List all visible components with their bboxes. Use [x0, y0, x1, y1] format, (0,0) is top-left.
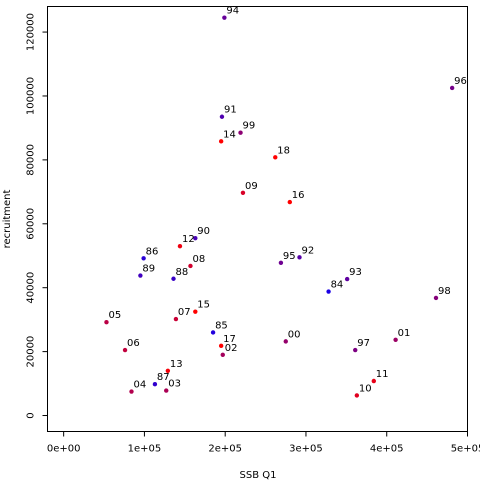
- point-label: 89: [142, 264, 155, 275]
- data-point: [344, 276, 350, 282]
- point-label: 05: [108, 310, 121, 321]
- data-point: [164, 388, 169, 393]
- data-point: [210, 330, 216, 335]
- y-axis: 0 20000 40000 60000 80000 100000 120000: [26, 13, 48, 419]
- data-point: [371, 378, 377, 384]
- y-tick-label: 80000: [26, 144, 37, 176]
- data-point: [193, 235, 198, 241]
- point-label: 08: [192, 254, 205, 265]
- data-point: [138, 273, 143, 278]
- point-label: 17: [223, 334, 236, 345]
- data-point: [278, 260, 284, 265]
- point-label: 95: [283, 251, 296, 262]
- data-point: [218, 139, 224, 144]
- data-point: [141, 256, 146, 261]
- y-tick-label: 100000: [26, 77, 37, 115]
- data-point: [273, 155, 278, 160]
- data-point: [220, 352, 225, 358]
- data-point: [188, 263, 193, 269]
- y-tick-label: 0: [26, 412, 37, 418]
- point-label: 11: [376, 369, 389, 380]
- data-point: [326, 289, 331, 294]
- point-label: 90: [197, 226, 210, 237]
- y-tick-label: 40000: [26, 272, 37, 304]
- x-tick-label: 3e+05: [289, 444, 323, 455]
- data-point: [354, 393, 360, 398]
- point-label: 09: [245, 181, 258, 192]
- data-point: [171, 276, 176, 281]
- data-point: [287, 199, 293, 205]
- y-axis-label: recruitment: [2, 190, 13, 249]
- point-label: 02: [225, 343, 238, 354]
- point-label: 01: [398, 328, 411, 339]
- point-label: 13: [170, 359, 183, 370]
- point-label: 98: [438, 286, 451, 297]
- point-label: 85: [215, 320, 228, 331]
- point-label: 10: [359, 383, 372, 394]
- point-label: 04: [134, 380, 147, 391]
- point-label: 91: [224, 105, 237, 116]
- data-point: [218, 343, 224, 349]
- data-points: [104, 15, 455, 398]
- x-tick-label: 0e+00: [47, 444, 81, 455]
- data-point: [173, 316, 179, 322]
- plot-frame: [47, 6, 468, 432]
- point-label: 03: [168, 379, 181, 390]
- data-point: [177, 243, 183, 249]
- data-point: [393, 337, 398, 342]
- data-point: [297, 255, 302, 260]
- point-label: 07: [178, 307, 191, 318]
- point-label: 86: [146, 246, 159, 257]
- x-tick-label: 1e+05: [128, 444, 162, 455]
- point-label: 15: [197, 300, 210, 311]
- point-label: 00: [288, 329, 301, 340]
- point-label: 12: [182, 234, 195, 245]
- y-tick-label: 120000: [26, 13, 37, 51]
- data-point: [193, 309, 198, 314]
- y-tick-label: 60000: [26, 208, 37, 240]
- x-axis: 0e+00 1e+05 2e+05 3e+05 4e+05 5e+05: [47, 431, 480, 455]
- point-label: 96: [454, 76, 467, 87]
- point-label: 92: [302, 245, 315, 256]
- x-tick-label: 5e+05: [451, 444, 480, 455]
- x-tick-label: 2e+05: [208, 444, 242, 455]
- point-label: 16: [292, 190, 305, 201]
- point-label: 94: [226, 6, 239, 17]
- data-point: [129, 389, 134, 394]
- point-label: 87: [157, 372, 170, 383]
- data-point: [104, 320, 109, 325]
- data-point: [152, 382, 158, 387]
- data-point: [122, 347, 128, 353]
- data-point: [433, 295, 439, 301]
- data-point: [353, 347, 358, 353]
- data-point: [222, 15, 227, 20]
- data-point: [238, 130, 243, 135]
- point-label: 93: [349, 267, 362, 278]
- point-label: 88: [176, 267, 189, 278]
- point-label: 18: [277, 145, 290, 156]
- point-labels: 84 85 86 87 88 89 90 91 92 93 94 95 96 97 98 99 00 01 02 03…: [108, 6, 466, 395]
- data-point: [165, 368, 171, 373]
- y-tick-label: 20000: [26, 336, 37, 368]
- data-point: [449, 85, 455, 91]
- point-label: 14: [223, 129, 236, 140]
- data-point: [283, 339, 288, 344]
- point-label: 97: [357, 338, 370, 349]
- x-tick-label: 4e+05: [370, 444, 404, 455]
- x-axis-label: SSB Q1: [240, 470, 277, 480]
- data-point: [240, 190, 246, 195]
- data-point: [219, 114, 225, 119]
- point-label: 84: [331, 280, 344, 291]
- point-label: 99: [243, 121, 256, 132]
- point-label: 06: [127, 338, 140, 349]
